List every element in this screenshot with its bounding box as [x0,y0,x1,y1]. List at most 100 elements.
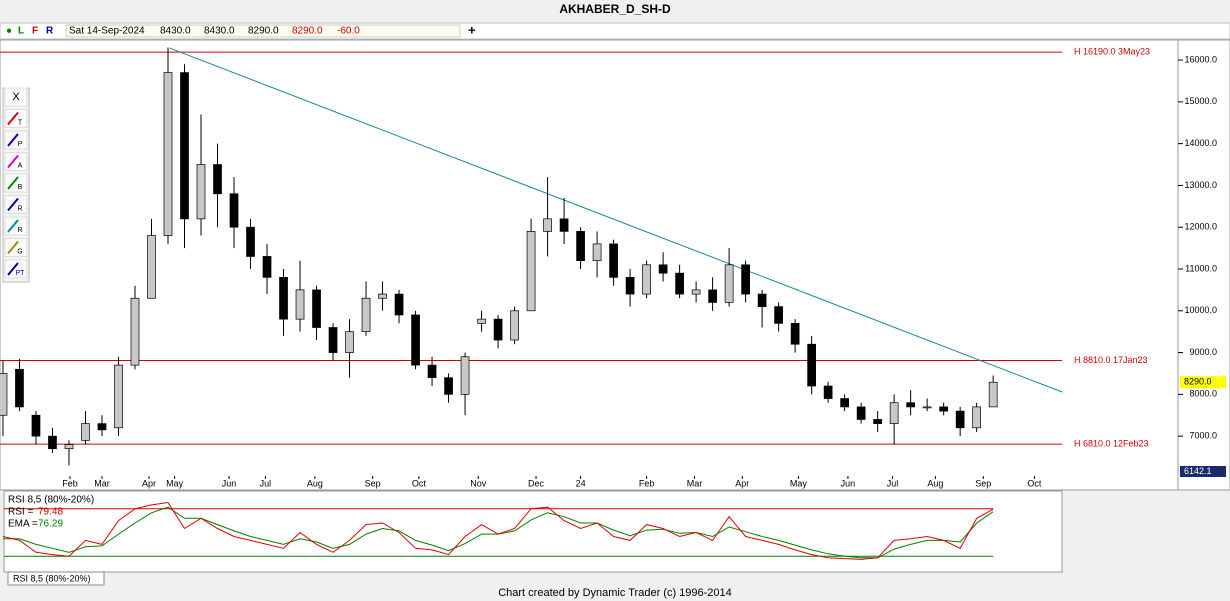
flag: ● [6,26,12,37]
last-price-box [1180,376,1226,389]
candle-body [81,423,90,441]
candle-body [939,406,949,412]
tool-label[interactable]: R [17,205,22,212]
tool-label[interactable]: P [18,141,23,148]
y-tick-label: 7000.0 [1189,431,1217,441]
tool-icon [7,197,19,212]
candle-body [114,364,123,429]
candle-body [543,218,552,232]
header-field [65,24,461,38]
tool-label[interactable]: B [18,184,23,191]
x-tick-label: Apr [142,478,156,488]
candle-body [526,231,536,312]
tool-button[interactable] [4,216,28,236]
flag[interactable]: L [18,26,24,37]
candle-body [493,318,503,341]
candle-body [955,410,965,429]
candle-body [477,318,486,324]
tool-icon [7,240,19,255]
tool-label[interactable]: G [17,248,22,255]
x-tick-label: Aug [307,478,323,488]
tool-label[interactable]: X [12,91,20,103]
legend-name: EMA = [8,519,38,530]
tool-icon [7,176,19,190]
y-tick-label: 15000.0 [1184,96,1217,106]
footer: Chart created by Dynamic Trader (c) 1996… [498,587,732,599]
candle-body [394,293,404,316]
x-tick-label: Mar [687,478,703,488]
y-tick-label: 16000.0 [1184,54,1217,64]
support-label: H 16190.0 3May23 [1074,46,1150,56]
y-tick-label: 8000.0 [1189,389,1217,399]
candle-body [576,231,585,261]
candle-body [807,343,816,387]
candle-body [213,164,222,195]
x-tick-label: May [790,478,808,488]
candle-body [658,264,668,274]
tool-button[interactable] [4,238,28,257]
header-high: 8430.0 [204,26,235,37]
y-tick-label: 13000.0 [1184,180,1217,190]
header-change: -60.0 [337,26,360,37]
tool-button[interactable] [4,173,28,193]
tool-button[interactable] [4,109,28,128]
header-close: 8290.0 [292,26,323,37]
candle-body [411,314,420,366]
candle-body [592,243,602,261]
tool-button[interactable] [4,195,28,214]
candle-body [840,398,849,408]
x-tick-label: Mar [94,478,110,488]
candle-body [361,297,371,333]
flag[interactable]: R [46,26,54,37]
x-tick-label: Feb [639,478,655,488]
candle-body [873,419,882,424]
flag[interactable]: F [32,26,38,37]
tool-label[interactable]: T [18,119,23,126]
tool-label[interactable]: PT [16,270,26,277]
candle-body [0,373,8,416]
candle-body [988,381,998,408]
x-tick-label: Feb [62,478,78,488]
legend-value: 76.29 [38,519,63,530]
tool-label[interactable]: A [18,162,23,169]
price-axis [1177,39,1230,491]
candle-body [444,377,453,395]
candle-body [559,218,569,232]
x-tick-label: Oct [1027,478,1042,488]
candle-body [510,310,519,341]
trend-line [169,47,1063,393]
tool-label[interactable]: R [17,227,22,234]
candle-body [229,193,239,228]
tool-button[interactable] [4,87,28,107]
candle-body [906,402,915,408]
y-tick-label: 11000.0 [1185,263,1217,273]
candle-body [460,356,470,395]
add-button[interactable]: + [468,22,476,37]
header-open: 8430.0 [160,26,191,37]
tab[interactable] [7,571,105,586]
tab-label[interactable]: RSI 8,5 (80%-20%) [13,573,91,583]
legend-name: RSI = [8,507,33,518]
y-tick-label: 10000.0 [1184,305,1217,315]
candle-body [625,277,635,295]
candle-body [774,306,783,324]
candle-body [856,406,866,420]
candle-body [15,368,24,408]
y-tick-label: 9000.0 [1189,347,1217,357]
candle-body [757,293,767,307]
candle-body [427,364,437,378]
rsi-title: RSI 8,5 (80%-20%) [8,495,94,506]
candle-body [312,289,321,328]
candle-body [741,264,750,295]
tool-button[interactable] [4,152,28,171]
candle-body [295,289,305,320]
candle-body [130,297,140,366]
candle-body [972,406,982,429]
last-price-label: 8290.0 [1184,377,1212,387]
x-tick-label: Nov [470,478,487,488]
candle-body [642,264,651,295]
candle-body [31,414,41,437]
tool-button[interactable] [4,130,28,150]
x-tick-label: May [166,478,184,488]
